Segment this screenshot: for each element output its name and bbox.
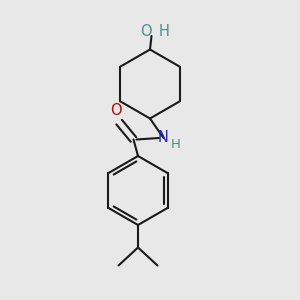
Text: O: O <box>140 24 152 39</box>
Text: H: H <box>159 24 170 39</box>
Text: N: N <box>158 130 169 146</box>
Text: H: H <box>171 137 181 151</box>
Text: O: O <box>110 103 122 118</box>
